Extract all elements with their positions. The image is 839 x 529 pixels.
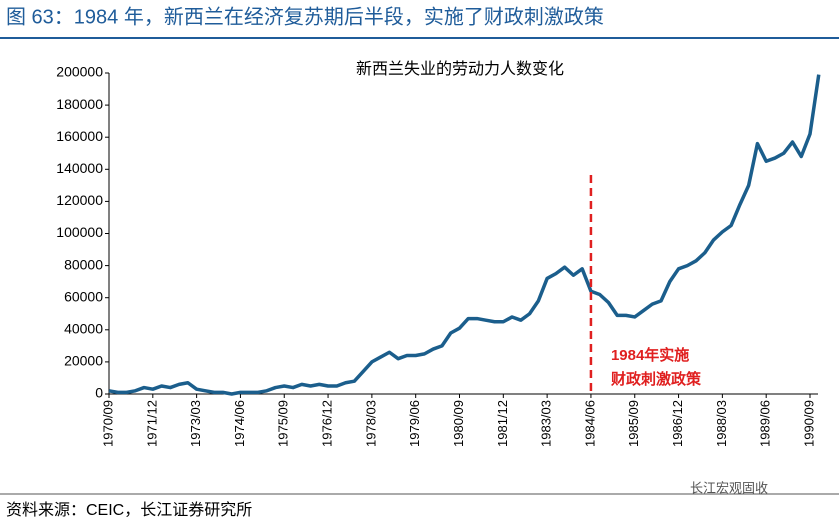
y-tick-label: 80000 xyxy=(64,256,103,272)
x-tick-label: 1981/12 xyxy=(495,400,510,447)
x-tick-label: 1979/06 xyxy=(407,400,422,447)
watermark: 长江宏观固收 xyxy=(690,480,768,495)
x-tick-label: 1984/06 xyxy=(582,400,597,447)
y-tick-label: 160000 xyxy=(56,128,103,144)
header-title: 图 63：1984 年，新西兰在经济复苏期后半段，实施了财政刺激政策 xyxy=(6,5,604,28)
y-tick-label: 140000 xyxy=(56,160,103,176)
x-tick-label: 1975/09 xyxy=(276,400,291,447)
x-tick-label: 1978/03 xyxy=(363,400,378,447)
chart-title: 新西兰失业的劳动力人数变化 xyxy=(356,60,564,78)
y-tick-label: 0 xyxy=(95,385,103,401)
x-tick-label: 1988/03 xyxy=(714,400,729,447)
x-tick-label: 1970/09 xyxy=(100,400,115,447)
x-tick-label: 1971/12 xyxy=(144,400,159,447)
y-tick-label: 200000 xyxy=(56,64,103,80)
annotation-text: 1984年实施 xyxy=(611,346,689,364)
x-tick-label: 1990/09 xyxy=(801,400,816,447)
x-tick-label: 1986/12 xyxy=(670,400,685,447)
y-tick-label: 120000 xyxy=(56,192,103,208)
x-tick-label: 1983/03 xyxy=(539,400,554,447)
x-tick-label: 1989/06 xyxy=(758,400,773,447)
x-tick-label: 1985/09 xyxy=(626,400,641,447)
x-tick-label: 1980/09 xyxy=(451,400,466,447)
x-tick-label: 1976/12 xyxy=(320,400,335,447)
x-tick-label: 1973/03 xyxy=(188,400,203,447)
x-tick-label: 1974/06 xyxy=(232,400,247,447)
y-tick-label: 180000 xyxy=(56,96,103,112)
y-tick-label: 20000 xyxy=(64,353,103,369)
y-tick-label: 40000 xyxy=(64,321,103,337)
source: 资料来源：CEIC，长江证券研究所 xyxy=(6,501,252,519)
data-line xyxy=(108,74,821,396)
y-tick-label: 60000 xyxy=(64,288,103,304)
y-tick-label: 100000 xyxy=(56,224,103,240)
annotation-text: 财政刺激政策 xyxy=(611,370,702,388)
